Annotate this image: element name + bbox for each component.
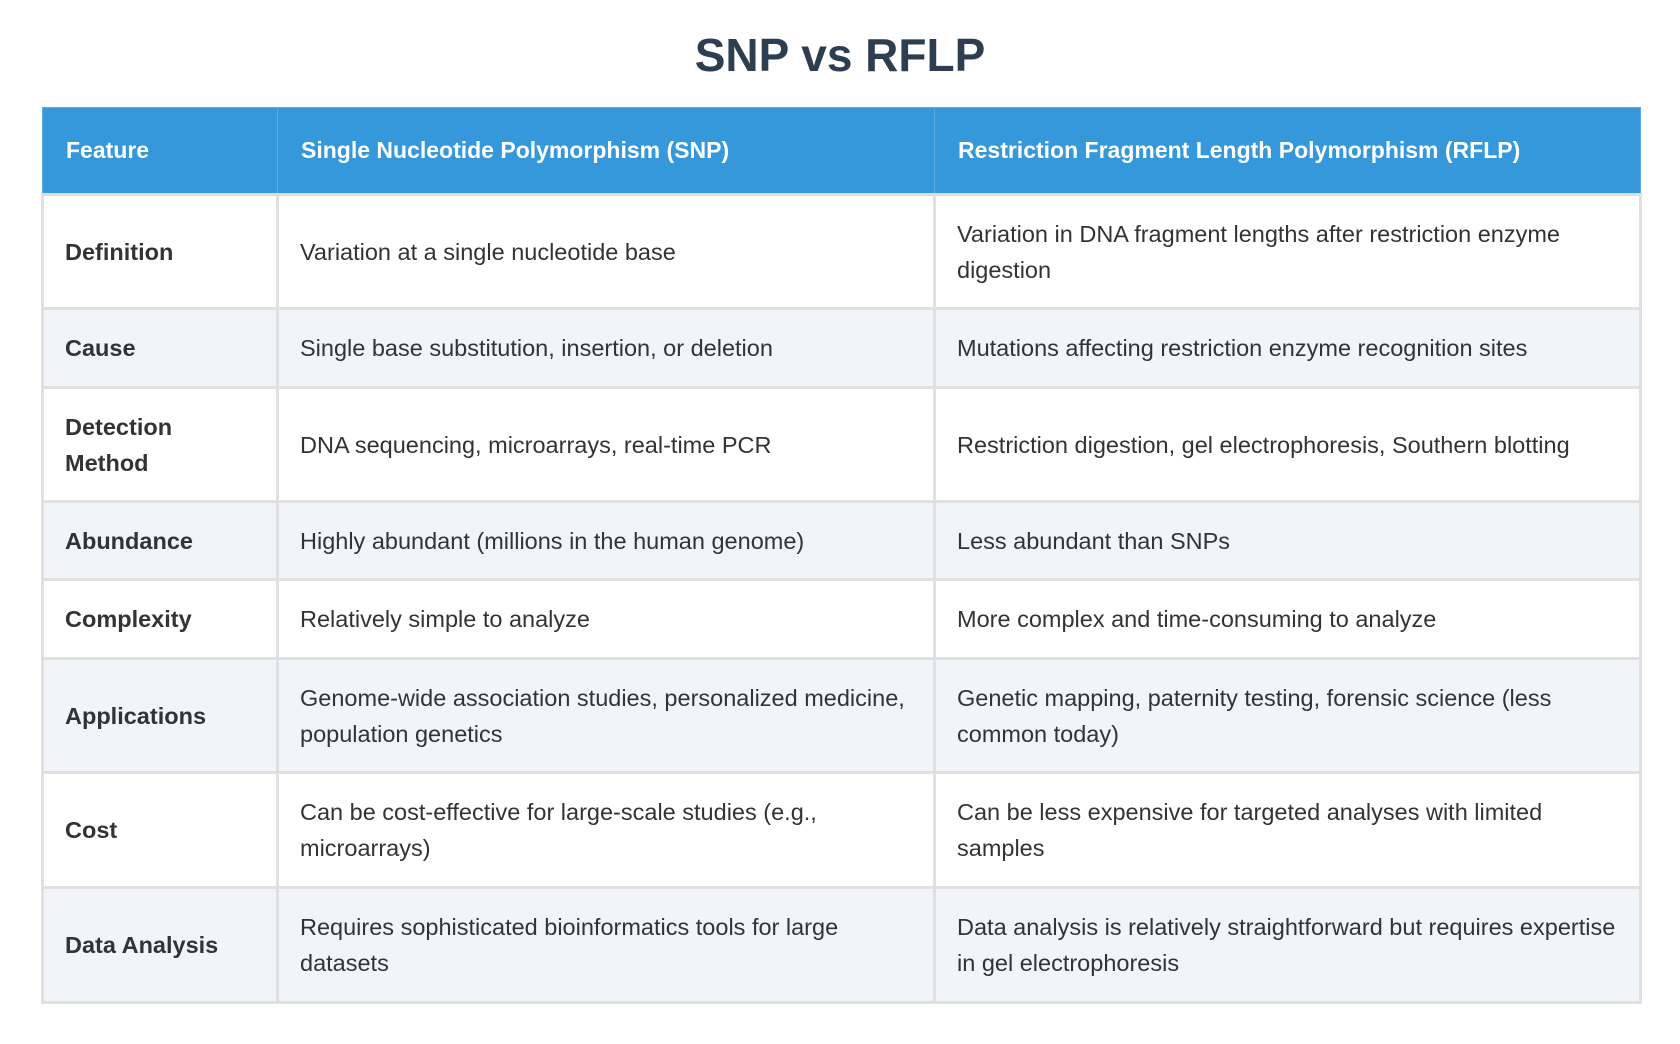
- feature-cell: Cost: [41, 771, 279, 889]
- comparison-table: Feature Single Nucleotide Polymorphism (…: [41, 107, 1642, 1004]
- feature-cell: Detection Method: [41, 386, 279, 503]
- table-row: Definition Variation at a single nucleoti…: [41, 193, 1642, 310]
- feature-cell: Data Analysis: [41, 886, 279, 1004]
- rflp-cell: Mutations affecting restriction enzyme r…: [933, 307, 1642, 389]
- table-row: Abundance Highly abundant (millions in th…: [41, 500, 1642, 581]
- feature-cell: Definition: [41, 193, 279, 310]
- rflp-cell: More complex and time-consuming to analy…: [933, 578, 1642, 660]
- header-feature: Feature: [42, 107, 278, 196]
- feature-cell: Abundance: [41, 500, 279, 581]
- table-row: Detection Method DNA sequencing, microarr…: [41, 386, 1642, 503]
- rflp-cell: Less abundant than SNPs: [933, 500, 1642, 581]
- snp-cell: Genome-wide association studies, persona…: [276, 657, 936, 774]
- header-snp: Single Nucleotide Polymorphism (SNP): [277, 107, 935, 196]
- feature-cell: Cause: [41, 307, 279, 389]
- snp-cell: Single base substitution, insertion, or …: [276, 307, 936, 389]
- page-title: SNP vs RFLP: [694, 29, 986, 81]
- table-row: Cost Can be cost-effective for large-scal…: [41, 771, 1642, 889]
- rflp-cell: Genetic mapping, paternity testing, fore…: [933, 657, 1642, 774]
- rflp-cell: Variation in DNA fragment lengths after …: [933, 193, 1642, 310]
- header-rflp: Restriction Fragment Length Polymorphism…: [934, 107, 1641, 196]
- snp-cell: Requires sophisticated bioinformatics to…: [276, 886, 936, 1004]
- feature-cell: Complexity: [41, 578, 279, 660]
- snp-cell: Can be cost-effective for large-scale st…: [276, 771, 936, 889]
- table-row: Data Analysis Requires sophisticated bioi…: [41, 886, 1642, 1004]
- rflp-cell: Data analysis is relatively straightforw…: [933, 886, 1642, 1004]
- snp-cell: Relatively simple to analyze: [276, 578, 936, 660]
- table-row: Applications Genome-wide association stud…: [41, 657, 1642, 774]
- snp-cell: Highly abundant (millions in the human g…: [276, 500, 936, 581]
- table-row: Cause Single base substitution, insertion…: [41, 307, 1642, 389]
- table-row: Complexity Relatively simple to analyze Mo…: [41, 578, 1642, 660]
- rflp-cell: Restriction digestion, gel electrophores…: [933, 386, 1642, 503]
- rflp-cell: Can be less expensive for targeted analy…: [933, 771, 1642, 889]
- snp-cell: Variation at a single nucleotide base: [276, 193, 936, 310]
- feature-cell: Applications: [41, 657, 279, 774]
- snp-cell: DNA sequencing, microarrays, real-time P…: [276, 386, 936, 503]
- header-row: Feature Single Nucleotide Polymorphism (…: [42, 107, 1641, 196]
